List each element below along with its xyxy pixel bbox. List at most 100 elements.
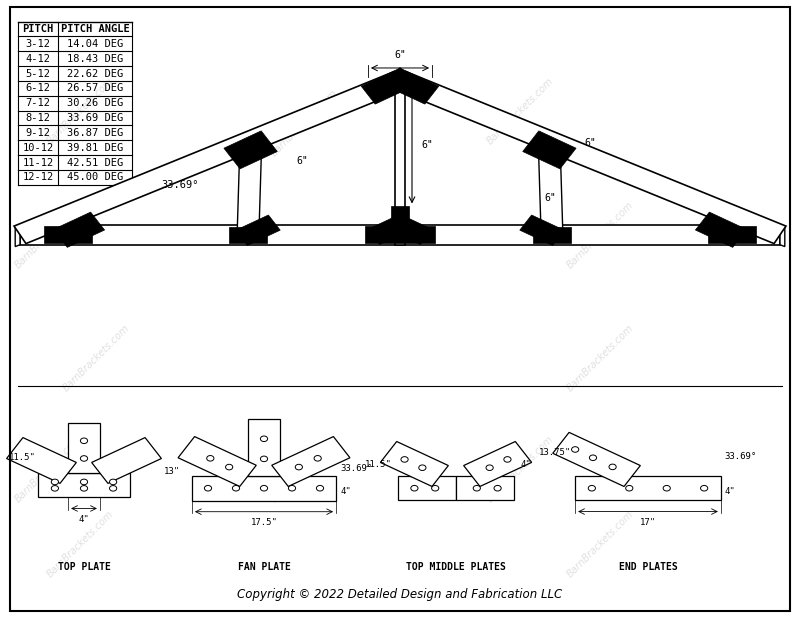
Polygon shape bbox=[38, 473, 130, 497]
Text: 33.69°: 33.69° bbox=[162, 180, 198, 190]
Polygon shape bbox=[390, 215, 432, 245]
Text: BarnBrackets.com: BarnBrackets.com bbox=[565, 509, 635, 579]
Polygon shape bbox=[178, 436, 256, 486]
Circle shape bbox=[226, 464, 233, 470]
Polygon shape bbox=[533, 227, 571, 243]
Polygon shape bbox=[695, 212, 746, 247]
Polygon shape bbox=[229, 140, 259, 166]
Circle shape bbox=[51, 486, 58, 491]
Text: 42.51 DEG: 42.51 DEG bbox=[67, 158, 123, 167]
Polygon shape bbox=[553, 433, 640, 486]
Circle shape bbox=[590, 455, 597, 460]
Text: END PLATES: END PLATES bbox=[618, 562, 678, 572]
Text: 33.69°: 33.69° bbox=[340, 464, 372, 473]
Text: PITCH ANGLE: PITCH ANGLE bbox=[61, 24, 130, 34]
Circle shape bbox=[206, 455, 214, 461]
Polygon shape bbox=[365, 226, 435, 243]
Text: 6": 6" bbox=[296, 156, 308, 166]
Polygon shape bbox=[520, 215, 565, 245]
Text: BarnBrackets.com: BarnBrackets.com bbox=[485, 76, 555, 146]
Circle shape bbox=[418, 465, 426, 470]
Polygon shape bbox=[538, 150, 563, 235]
Text: BarnBrackets.com: BarnBrackets.com bbox=[45, 509, 115, 579]
Polygon shape bbox=[456, 476, 514, 501]
Circle shape bbox=[205, 486, 211, 491]
Polygon shape bbox=[237, 150, 262, 235]
Text: Copyright © 2022 Detailed Design and Fabrication LLC: Copyright © 2022 Detailed Design and Fab… bbox=[238, 588, 562, 601]
Text: 30.26 DEG: 30.26 DEG bbox=[67, 98, 123, 108]
Circle shape bbox=[663, 486, 670, 491]
Circle shape bbox=[504, 457, 511, 462]
Text: FAN PLATE: FAN PLATE bbox=[238, 562, 290, 572]
Text: BarnBrackets.com: BarnBrackets.com bbox=[13, 434, 83, 505]
Polygon shape bbox=[224, 131, 278, 169]
Circle shape bbox=[431, 486, 438, 491]
Circle shape bbox=[260, 486, 267, 491]
Polygon shape bbox=[15, 225, 20, 247]
Text: 6": 6" bbox=[584, 138, 596, 148]
Polygon shape bbox=[44, 226, 92, 243]
Text: BarnBrackets.com: BarnBrackets.com bbox=[45, 76, 115, 146]
Polygon shape bbox=[780, 225, 785, 247]
Text: 5-12: 5-12 bbox=[26, 69, 50, 78]
Circle shape bbox=[80, 479, 88, 485]
Circle shape bbox=[110, 479, 117, 485]
Circle shape bbox=[494, 486, 501, 491]
Polygon shape bbox=[390, 206, 410, 226]
Polygon shape bbox=[464, 441, 532, 486]
Text: BarnBrackets.com: BarnBrackets.com bbox=[565, 323, 635, 394]
Polygon shape bbox=[394, 72, 786, 243]
Text: 6-12: 6-12 bbox=[26, 83, 50, 93]
Text: 22.62 DEG: 22.62 DEG bbox=[67, 69, 123, 78]
Text: 39.81 DEG: 39.81 DEG bbox=[67, 143, 123, 153]
Text: 17.5": 17.5" bbox=[250, 518, 278, 527]
Text: BarnBrackets.com: BarnBrackets.com bbox=[565, 200, 635, 270]
Text: 26.57 DEG: 26.57 DEG bbox=[67, 83, 123, 93]
Circle shape bbox=[80, 455, 88, 461]
Text: 11.5": 11.5" bbox=[9, 453, 36, 462]
Text: TOP PLATE: TOP PLATE bbox=[58, 562, 110, 572]
Circle shape bbox=[626, 486, 633, 491]
Text: 3-12: 3-12 bbox=[26, 39, 50, 49]
Text: 12-12: 12-12 bbox=[22, 172, 54, 182]
Text: 8-12: 8-12 bbox=[26, 113, 50, 123]
Text: 4-12: 4-12 bbox=[26, 54, 50, 64]
Text: BarnBrackets.com: BarnBrackets.com bbox=[269, 434, 339, 505]
Circle shape bbox=[701, 486, 708, 491]
Circle shape bbox=[80, 486, 88, 491]
Text: 11-12: 11-12 bbox=[22, 158, 54, 167]
Circle shape bbox=[486, 465, 494, 470]
Polygon shape bbox=[541, 140, 571, 166]
Text: 36.87 DEG: 36.87 DEG bbox=[67, 128, 123, 138]
Polygon shape bbox=[235, 215, 280, 245]
Text: 4": 4" bbox=[340, 487, 350, 496]
Text: TOP MIDDLE PLATES: TOP MIDDLE PLATES bbox=[406, 562, 506, 572]
Text: 33.69 DEG: 33.69 DEG bbox=[67, 113, 123, 123]
Text: 18.43 DEG: 18.43 DEG bbox=[67, 54, 123, 64]
Circle shape bbox=[588, 486, 595, 491]
Circle shape bbox=[571, 447, 578, 452]
Polygon shape bbox=[20, 225, 780, 245]
Text: 4": 4" bbox=[521, 460, 531, 470]
Text: 45.00 DEG: 45.00 DEG bbox=[67, 172, 123, 182]
Circle shape bbox=[51, 479, 58, 485]
Bar bbox=[395, 80, 405, 245]
Text: 33.69°: 33.69° bbox=[725, 452, 757, 460]
Polygon shape bbox=[362, 68, 414, 104]
Text: 6": 6" bbox=[422, 140, 434, 150]
Polygon shape bbox=[575, 476, 721, 501]
Text: 10-12: 10-12 bbox=[22, 143, 54, 153]
Polygon shape bbox=[708, 226, 756, 243]
Circle shape bbox=[80, 438, 88, 444]
Text: 13.75": 13.75" bbox=[539, 449, 571, 457]
Circle shape bbox=[260, 436, 267, 441]
Circle shape bbox=[260, 456, 267, 462]
Circle shape bbox=[233, 486, 240, 491]
Circle shape bbox=[410, 486, 418, 491]
Text: BarnBrackets.com: BarnBrackets.com bbox=[61, 323, 131, 394]
Circle shape bbox=[316, 486, 323, 491]
Text: PITCH: PITCH bbox=[22, 24, 54, 34]
Polygon shape bbox=[54, 212, 105, 247]
Text: 7-12: 7-12 bbox=[26, 98, 50, 108]
Polygon shape bbox=[192, 476, 336, 501]
